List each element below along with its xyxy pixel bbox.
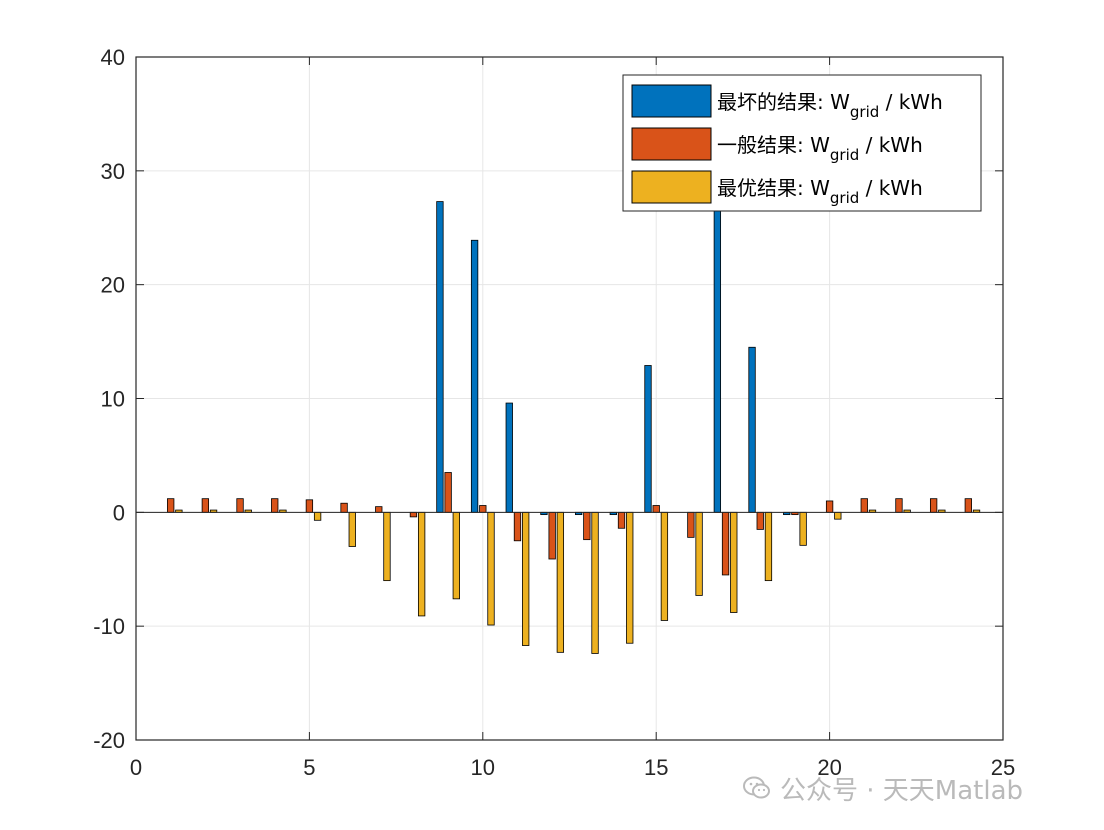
bar-s2-x8 [409, 511, 418, 518]
bar-s2-x11 [513, 511, 522, 542]
bar-s3-x17 [730, 511, 738, 613]
bar-s2-x22 [895, 498, 903, 513]
bar-s3-x13 [591, 511, 599, 654]
bar-s2-x7 [375, 506, 383, 513]
bar-s1-x11 [505, 402, 513, 513]
bar-s1-x18 [748, 346, 756, 513]
bar-s2-x23 [929, 498, 938, 513]
bar-s2-x4 [271, 498, 279, 513]
bar-s2-x2 [201, 498, 210, 513]
bar-s2-x5 [305, 499, 314, 513]
wechat-icon [743, 776, 770, 799]
bar-s2-x16 [687, 511, 695, 538]
y-tick-label: -10 [93, 614, 125, 639]
y-tick-label: -20 [93, 728, 125, 753]
bar-s2-x17 [721, 511, 730, 576]
bar-s3-x5 [313, 511, 322, 521]
bar-s1-x15 [644, 365, 652, 513]
bar-s1-x17 [713, 210, 722, 513]
bar-s3-x6 [348, 511, 356, 547]
bar-s3-x9 [452, 511, 460, 600]
watermark-text: 公众号 · 天天Matlab [780, 775, 1024, 806]
bar-s3-x7 [383, 511, 391, 582]
legend: 最坏的结果: Wgrid / kWh 一般结果: Wgrid / kWh 最优结果:… [622, 74, 982, 212]
bar-s2-x10 [479, 505, 487, 513]
bar-s3-x12 [556, 511, 565, 653]
bar-s3-x11 [522, 511, 530, 646]
legend-label: 最坏的结果: Wgrid / kWh [717, 90, 943, 121]
bar-s2-x21 [860, 498, 868, 513]
bar-s2-x20 [825, 500, 834, 513]
x-tick-label: 15 [644, 755, 668, 780]
y-tick-label: 40 [101, 45, 125, 70]
y-tick-label: 20 [101, 273, 125, 298]
bar-s1-x10 [470, 239, 479, 513]
bar-s2-x1 [167, 498, 175, 513]
bar-s3-x15 [660, 511, 669, 621]
y-tick-label: 0 [113, 500, 125, 525]
bar-s3-x16 [695, 511, 703, 596]
x-tick-label: 20 [817, 755, 841, 780]
axis-ticks: 0 5 10 15 20 25 -20 -10 0 10 20 30 40 [93, 45, 1015, 780]
bar-series [167, 201, 981, 654]
bar-s3-x18 [764, 511, 773, 582]
y-tick-label: 10 [101, 387, 125, 412]
bar-s2-x18 [756, 511, 764, 530]
bar-s1-x9 [436, 201, 444, 513]
bar-s2-x13 [583, 511, 591, 541]
bar-s2-x3 [236, 498, 244, 513]
y-tick-label: 30 [101, 159, 125, 184]
legend-swatch [631, 84, 712, 118]
legend-label: 一般结果: Wgrid / kWh [717, 133, 923, 164]
bar-s2-x9 [444, 472, 452, 513]
legend-label: 最优结果: Wgrid / kWh [717, 176, 923, 207]
watermark: 公众号 · 天天Matlab [742, 770, 1023, 806]
x-tick-label: 0 [130, 755, 142, 780]
legend-swatch [631, 127, 712, 161]
bar-s3-x10 [487, 511, 495, 626]
bar-s2-x24 [964, 498, 972, 513]
bar-s3-x20 [834, 511, 842, 520]
bar-s2-x14 [617, 511, 626, 529]
legend-swatch [631, 170, 712, 204]
bar-s3-x8 [417, 511, 426, 617]
x-tick-label: 25 [991, 755, 1015, 780]
bar-s3-x14 [626, 511, 634, 644]
bar-s2-x12 [548, 511, 556, 560]
x-tick-label: 10 [471, 755, 495, 780]
bar-s2-x15 [652, 505, 660, 513]
x-tick-label: 5 [303, 755, 315, 780]
bar-s2-x6 [340, 502, 348, 513]
bar-s3-x19 [799, 511, 807, 546]
